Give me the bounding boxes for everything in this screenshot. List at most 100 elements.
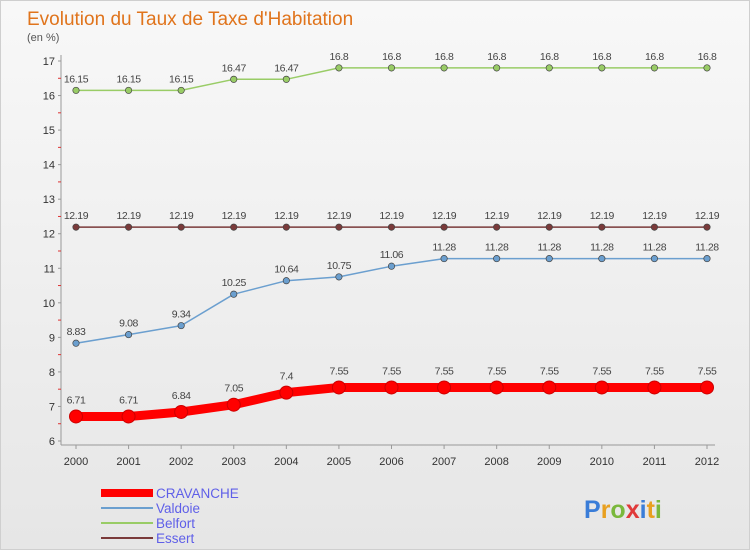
data-point-valdoie [230, 290, 238, 298]
data-label-essert: 12.19 [537, 210, 562, 222]
data-label-cravanche: 7.4 [280, 371, 294, 383]
logo-letter: i [655, 496, 662, 524]
data-point-cravanche [647, 380, 662, 395]
y-tick-label: 7 [49, 401, 55, 413]
x-tick-label: 2008 [484, 456, 508, 468]
data-point-belfort [125, 86, 133, 94]
data-label-cravanche: 7.55 [645, 365, 664, 377]
data-point-essert [335, 223, 343, 231]
data-point-cravanche [226, 397, 241, 412]
data-label-valdoie: 11.28 [590, 242, 614, 254]
series-cravanche: 6.71 6.71 6.84 7.05 7.4 7.55 7.55 7.55 7.55 7.55 7… [67, 365, 717, 424]
series-layer: 16.15 16.15 16.15 16.47 16.47 16.8 16.8 16.8 16.… [64, 51, 720, 424]
x-tick-label: 2001 [116, 456, 140, 468]
data-label-valdoie: 11.28 [538, 242, 562, 254]
y-tick-label: 13 [43, 194, 55, 206]
data-point-valdoie [650, 255, 658, 263]
data-point-belfort [72, 86, 80, 94]
data-label-cravanche: 7.55 [435, 365, 454, 377]
series-belfort: 16.15 16.15 16.15 16.47 16.47 16.8 16.8 16.8 16.… [64, 51, 717, 94]
data-point-belfort [493, 64, 501, 72]
x-tick-label: 2011 [643, 456, 667, 468]
x-tick-label: 2004 [274, 456, 298, 468]
data-label-cravanche: 7.55 [382, 365, 401, 377]
data-label-belfort: 16.8 [645, 51, 664, 63]
data-point-valdoie [125, 331, 133, 339]
data-point-belfort [598, 64, 606, 72]
y-tick-label: 16 [43, 91, 55, 103]
data-point-essert [177, 223, 185, 231]
data-point-valdoie [335, 273, 343, 281]
legend-item-valdoie: Valdoie [101, 501, 200, 516]
x-tick-label: 2006 [379, 456, 403, 468]
data-point-valdoie [177, 322, 185, 330]
data-label-essert: 12.19 [274, 210, 299, 222]
legend-label-cravanche: CRAVANCHE [156, 486, 239, 501]
data-label-cravanche: 7.55 [487, 365, 506, 377]
data-label-valdoie: 10.75 [327, 260, 352, 272]
logo-letter: P [584, 496, 601, 524]
logo-letter: r [601, 496, 611, 524]
data-label-cravanche: 7.55 [592, 365, 611, 377]
logo-letter: t [647, 496, 656, 524]
x-tick-label: 2003 [222, 456, 246, 468]
data-point-cravanche [121, 409, 136, 424]
data-point-cravanche [384, 380, 399, 395]
y-tick-label: 11 [44, 263, 55, 275]
data-label-belfort: 16.15 [116, 73, 141, 85]
legend-label-essert: Essert [156, 531, 195, 546]
y-tick-label: 6 [49, 436, 55, 448]
data-point-valdoie [282, 277, 290, 285]
data-label-valdoie: 11.28 [432, 242, 456, 254]
y-tick-label: 15 [43, 125, 55, 137]
data-point-essert [545, 223, 553, 231]
data-point-valdoie [72, 339, 80, 347]
data-label-valdoie: 11.06 [380, 249, 404, 261]
data-label-essert: 12.19 [169, 210, 194, 222]
data-label-belfort: 16.8 [698, 51, 717, 63]
data-label-belfort: 16.8 [329, 51, 348, 63]
legend-item-cravanche: CRAVANCHE [101, 486, 239, 501]
data-point-cravanche [542, 380, 557, 395]
data-label-cravanche: 6.71 [67, 394, 86, 406]
x-tick-label: 2007 [432, 456, 456, 468]
series-essert: 12.19 12.19 12.19 12.19 12.19 12.19 12.19 12.19… [64, 210, 720, 231]
data-point-valdoie [440, 255, 448, 263]
data-point-cravanche [279, 385, 294, 400]
data-label-essert: 12.19 [590, 210, 615, 222]
legend-label-valdoie: Valdoie [156, 501, 200, 516]
data-point-essert [703, 223, 711, 231]
data-label-valdoie: 10.25 [222, 277, 247, 289]
data-label-cravanche: 7.55 [329, 365, 348, 377]
axes: 6 7 8 9 10 11 12 13 14 15 16 17 2000 2001 2002 2003 2004… [43, 55, 719, 468]
data-label-essert: 12.19 [116, 210, 141, 222]
data-point-valdoie [598, 255, 606, 263]
data-point-essert [125, 223, 133, 231]
x-tick-label: 2000 [64, 456, 88, 468]
data-label-belfort: 16.8 [592, 51, 611, 63]
data-point-cravanche [174, 404, 189, 419]
data-point-essert [440, 223, 448, 231]
data-point-belfort [282, 75, 290, 83]
data-point-essert [598, 223, 606, 231]
data-label-valdoie: 11.28 [695, 242, 719, 254]
data-label-essert: 12.19 [379, 210, 404, 222]
data-label-essert: 12.19 [432, 210, 457, 222]
data-label-belfort: 16.15 [169, 73, 194, 85]
data-point-cravanche [437, 380, 452, 395]
data-label-essert: 12.19 [695, 210, 720, 222]
data-point-belfort [387, 64, 396, 72]
data-label-belfort: 16.8 [382, 51, 401, 63]
data-point-belfort [545, 64, 553, 72]
data-point-essert [282, 223, 290, 231]
data-label-cravanche: 6.71 [119, 394, 138, 406]
legend-item-belfort: Belfort [101, 516, 195, 531]
legend-item-essert: Essert [101, 531, 195, 546]
data-point-belfort [703, 64, 711, 72]
data-point-belfort [335, 64, 343, 72]
data-point-essert [650, 223, 658, 231]
data-point-belfort [650, 64, 658, 72]
x-tick-label: 2005 [327, 456, 351, 468]
x-tick-label: 2012 [695, 456, 719, 468]
